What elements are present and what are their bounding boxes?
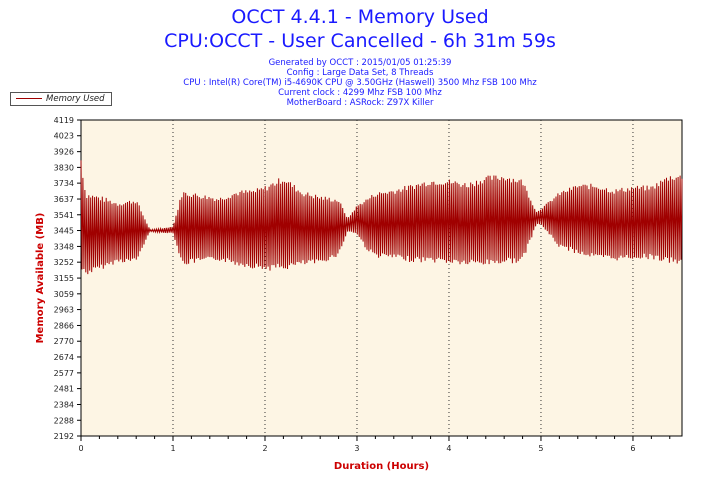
y-tick-label: 2384 (54, 401, 74, 410)
y-tick-label: 2288 (54, 416, 74, 425)
y-tick-label: 4119 (54, 116, 74, 125)
y-tick-label: 2674 (54, 353, 74, 362)
info-clock: Current clock : 4299 Mhz FSB 100 Mhz (278, 88, 442, 98)
info-generated: Generated by OCCT : 2015/01/05 01:25:39 (268, 58, 452, 68)
y-tick-label: 2577 (54, 369, 74, 378)
legend-swatch (16, 98, 42, 99)
y-tick-label: 3445 (54, 227, 74, 236)
y-tick-label: 2192 (54, 432, 74, 441)
y-tick-label: 2963 (54, 306, 74, 315)
series-line-memory-used (80, 160, 683, 275)
x-tick-label: 1 (170, 444, 175, 453)
y-tick-label: 3637 (54, 195, 74, 204)
x-tick-label: 5 (538, 444, 543, 453)
info-cpu: CPU : Intel(R) Core(TM) i5-4690K CPU @ 3… (183, 78, 537, 88)
x-tick-label: 4 (446, 444, 451, 453)
x-tick-label: 2 (262, 444, 267, 453)
chart-title: OCCT 4.4.1 - Memory Used (231, 6, 489, 28)
info-config: Config : Large Data Set, 8 Threads (286, 68, 434, 78)
x-tick-label: 3 (354, 444, 359, 453)
y-tick-label: 3734 (54, 179, 74, 188)
y-tick-label: 4023 (54, 132, 74, 141)
y-tick-label: 3926 (54, 148, 74, 157)
y-axis-label: Memory Available (MB) (35, 213, 46, 344)
info-motherboard: MotherBoard : ASRock: Z97X Killer (286, 98, 434, 108)
y-tick-label: 3252 (54, 258, 74, 267)
x-tick-label: 0 (78, 444, 83, 453)
y-tick-label: 2770 (54, 337, 74, 346)
chart-subtitle: CPU:OCCT - User Cancelled - 6h 31m 59s (164, 30, 556, 52)
y-tick-label: 3348 (54, 242, 74, 251)
x-axis-label: Duration (Hours) (334, 461, 429, 472)
y-tick-label: 3155 (54, 274, 74, 283)
y-tick-label: 3541 (54, 211, 74, 220)
y-tick-label: 2866 (54, 321, 74, 330)
x-tick-label: 6 (630, 444, 635, 453)
legend: Memory Used (10, 92, 112, 106)
y-tick-label: 3059 (54, 290, 74, 299)
plot-area (80, 119, 683, 437)
legend-label-memory-used: Memory Used (46, 94, 105, 104)
y-tick-label: 2481 (54, 385, 74, 394)
y-tick-label: 3830 (54, 163, 74, 172)
